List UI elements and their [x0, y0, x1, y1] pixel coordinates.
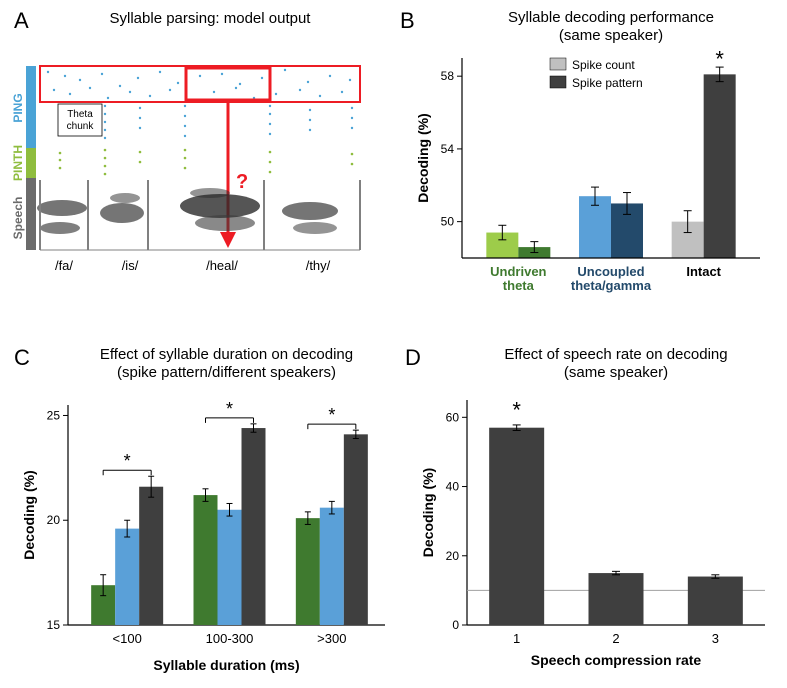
svg-text:Intact: Intact: [686, 264, 721, 279]
panel-d: D Effect of speech rate on decoding(same…: [405, 345, 780, 680]
svg-text:50: 50: [441, 215, 455, 229]
svg-text:0: 0: [452, 618, 459, 632]
spectrogram: [37, 188, 338, 234]
svg-text:(same speaker): (same speaker): [564, 364, 668, 381]
svg-text:20: 20: [47, 513, 61, 527]
svg-text:Effect of speech rate on decod: Effect of speech rate on decoding: [504, 346, 727, 363]
svg-text:/fa/: /fa/: [55, 258, 73, 273]
panel-c-chart: Effect of syllable duration on decoding(…: [10, 345, 395, 680]
svg-text:>300: >300: [317, 631, 346, 646]
svg-text:?: ?: [236, 171, 248, 193]
svg-text:PINTH: PINTH: [11, 145, 25, 181]
svg-text:1: 1: [513, 631, 520, 646]
svg-text:Speech compression rate: Speech compression rate: [531, 652, 702, 668]
svg-text:/heal/: /heal/: [206, 258, 238, 273]
svg-text:*: *: [226, 399, 233, 419]
svg-text:58: 58: [441, 69, 455, 83]
svg-text:Decoding (%): Decoding (%): [21, 470, 37, 559]
panel-a-title: Syllable parsing: model output: [60, 10, 360, 27]
svg-text:theta: theta: [503, 278, 535, 293]
svg-text:<100: <100: [113, 631, 142, 646]
svg-text:Syllable decoding performance: Syllable decoding performance: [508, 9, 714, 26]
svg-text:Spike count: Spike count: [572, 58, 635, 72]
svg-text:/thy/: /thy/: [306, 258, 331, 273]
svg-text:theta/gamma: theta/gamma: [571, 278, 652, 293]
svg-text:Undriven: Undriven: [490, 264, 546, 279]
svg-text:Theta: Theta: [67, 109, 93, 120]
svg-text:Spike pattern: Spike pattern: [572, 76, 643, 90]
svg-text:2: 2: [612, 631, 619, 646]
svg-text:Effect of syllable duration on: Effect of syllable duration on decoding: [100, 346, 353, 363]
panel-a-chart: PING PINTH Speech: [10, 28, 390, 318]
svg-text:Decoding (%): Decoding (%): [420, 468, 436, 557]
svg-text:*: *: [715, 46, 724, 71]
svg-text:*: *: [512, 398, 521, 423]
panel-a: A Syllable parsing: model output PING PI…: [10, 8, 390, 318]
svg-text:*: *: [328, 405, 335, 425]
panel-d-chart: Effect of speech rate on decoding(same s…: [405, 345, 780, 680]
svg-text:(spike pattern/different speak: (spike pattern/different speakers): [117, 364, 336, 381]
svg-text:Decoding (%): Decoding (%): [415, 113, 431, 202]
panel-b-chart: Syllable decoding performance(same speak…: [400, 8, 780, 328]
svg-text:Syllable duration (ms): Syllable duration (ms): [153, 657, 299, 673]
svg-text:Speech: Speech: [11, 197, 25, 240]
svg-text:20: 20: [446, 549, 460, 563]
svg-text:100-300: 100-300: [206, 631, 254, 646]
svg-text:40: 40: [446, 480, 460, 494]
svg-text:25: 25: [47, 408, 61, 422]
svg-text:chunk: chunk: [67, 121, 95, 132]
svg-text:3: 3: [712, 631, 719, 646]
svg-text:60: 60: [446, 410, 460, 424]
svg-text:PING: PING: [11, 93, 25, 122]
svg-text:54: 54: [441, 142, 455, 156]
svg-text:*: *: [124, 451, 131, 471]
svg-text:15: 15: [47, 618, 61, 632]
svg-text:Uncoupled: Uncoupled: [577, 264, 644, 279]
svg-text:(same speaker): (same speaker): [559, 27, 663, 44]
panel-b: B Syllable decoding performance(same spe…: [400, 8, 780, 328]
panel-c: C Effect of syllable duration on decodin…: [10, 345, 395, 680]
svg-text:/is/: /is/: [122, 258, 139, 273]
